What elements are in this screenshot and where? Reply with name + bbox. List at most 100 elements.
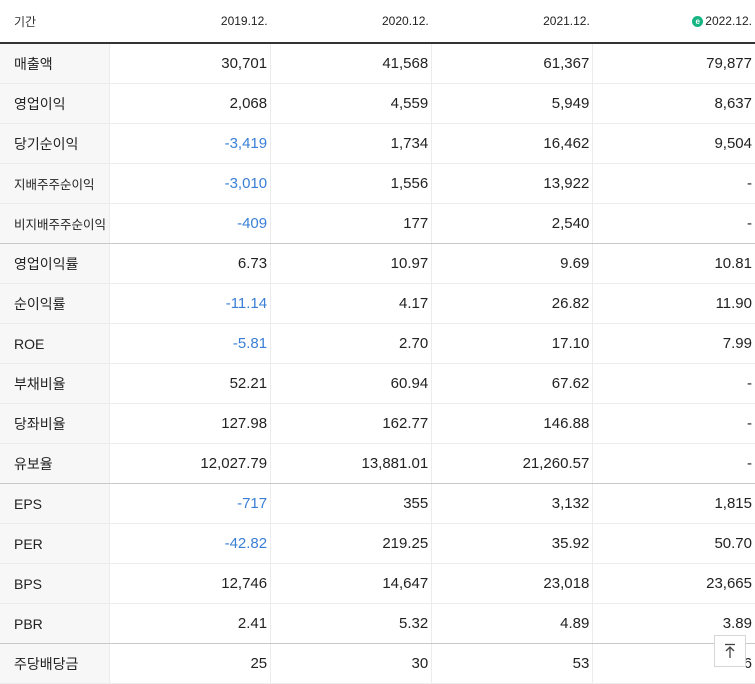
row-label: 당기순이익 [0, 123, 110, 164]
table-cell: -409 [109, 203, 271, 244]
table-cell: 60.94 [270, 363, 432, 404]
table-cell: 50.70 [592, 523, 755, 564]
table-cell: 13,922 [431, 163, 593, 204]
table-row: PER -42.82 219.25 35.92 50.70 [0, 523, 755, 564]
row-label: 영업이익 [0, 83, 110, 124]
table-cell: 26.82 [431, 283, 593, 324]
table-cell: 10.81 [592, 243, 755, 284]
table-cell: 4.17 [270, 283, 432, 324]
table-cell: 23,018 [431, 563, 593, 604]
table-cell: 2,540 [431, 203, 593, 244]
table-cell: 30 [270, 643, 432, 684]
table-cell: 61,367 [431, 43, 593, 84]
table-cell: 162.77 [270, 403, 432, 444]
table-cell: 127.98 [109, 403, 271, 444]
table-cell: 11.90 [592, 283, 755, 324]
table-cell: 1,734 [270, 123, 432, 164]
table-cell: -5.81 [109, 323, 271, 364]
table-cell: 219.25 [270, 523, 432, 564]
table-cell: 53 [431, 643, 593, 684]
table-cell: 14,647 [270, 563, 432, 604]
table-cell: - [592, 163, 755, 204]
table-row: 부채비율 52.21 60.94 67.62- [0, 363, 755, 404]
table-cell: -717 [109, 483, 271, 524]
table-cell: 1,815 [592, 483, 755, 524]
table-cell: 17.10 [431, 323, 593, 364]
table-cell: 9.69 [431, 243, 593, 284]
table-cell: 67.62 [431, 363, 593, 404]
row-label: 주당배당금 [0, 643, 110, 684]
row-label: 당좌비율 [0, 403, 110, 444]
table-cell: - [592, 203, 755, 244]
table-cell: 41,568 [270, 43, 432, 84]
table-cell: -42.82 [109, 523, 271, 564]
e-circle-icon: e [692, 16, 704, 27]
row-label: ROE [0, 323, 110, 364]
table-cell: 21,260.57 [431, 443, 593, 484]
table-cell: 16,462 [431, 123, 593, 164]
row-label: 지배주주순이익 [0, 163, 110, 204]
table-cell: 12,027.79 [109, 443, 271, 484]
period-2020: 2020.12. [270, 0, 432, 44]
row-label: BPS [0, 563, 110, 604]
row-label: 순이익률 [0, 283, 110, 324]
table-cell: 355 [270, 483, 432, 524]
table-cell: 6.73 [109, 243, 271, 284]
table-cell: - [592, 403, 755, 444]
row-label: 매출액 [0, 43, 110, 84]
table-row: 지배주주순이익 -3,010 1,556 13,922- [0, 163, 755, 204]
row-label: 유보율 [0, 443, 110, 484]
table-cell: 79,877 [592, 43, 755, 84]
table-cell: 23,665 [592, 563, 755, 604]
table-cell: 9,504 [592, 123, 755, 164]
table-row: EPS -717 355 3,132 1,815 [0, 483, 755, 524]
table-cell: - [592, 363, 755, 404]
scroll-to-top-button[interactable] [714, 635, 746, 667]
table-cell: 2.41 [109, 603, 271, 644]
header-row: 기간 2019.12. 2020.12. 2021.12. e 2022.12. [0, 0, 755, 44]
table-cell: 1,556 [270, 163, 432, 204]
table-row: 유보율 12,027.79 13,881.01 21,260.57- [0, 443, 755, 484]
row-label: PER [0, 523, 110, 564]
row-label: 비지배주주순이익 [0, 203, 110, 244]
table-row: PBR 2.41 5.32 4.89 3.89 [0, 603, 755, 644]
table-cell: 25 [109, 643, 271, 684]
table-cell: 5.32 [270, 603, 432, 644]
table-cell: 3,132 [431, 483, 593, 524]
row-label: PBR [0, 603, 110, 644]
period-2022: e 2022.12. [592, 0, 755, 44]
table-row: 영업이익률 6.73 10.97 9.69 10.81 [0, 243, 755, 284]
table-row: BPS 12,746 14,647 23,018 23,665 [0, 563, 755, 604]
table-cell: 10.97 [270, 243, 432, 284]
period-header-label: 기간 [0, 0, 110, 44]
row-label: 부채비율 [0, 363, 110, 404]
table-cell: -11.14 [109, 283, 271, 324]
table-row: ROE -5.81 2.70 17.10 7.99 [0, 323, 755, 364]
table-row: 당기순이익 -3,419 1,734 16,462 9,504 [0, 123, 755, 164]
table-row: 비지배주주순이익 -409 177 2,540- [0, 203, 755, 244]
period-2019: 2019.12. [109, 0, 271, 44]
table-row: 매출액 30,701 41,568 61,367 79,877 [0, 43, 755, 84]
table-cell: 35.92 [431, 523, 593, 564]
table-cell: 4,559 [270, 83, 432, 124]
row-label: EPS [0, 483, 110, 524]
row-label: 영업이익률 [0, 243, 110, 284]
table-row: 순이익률 -11.14 4.17 26.82 11.90 [0, 283, 755, 324]
table-cell: -3,419 [109, 123, 271, 164]
table-cell: - [592, 443, 755, 484]
table-cell: 5,949 [431, 83, 593, 124]
table-row: 영업이익 2,068 4,559 5,949 8,637 [0, 83, 755, 124]
table-cell: 12,746 [109, 563, 271, 604]
table-cell: 146.88 [431, 403, 593, 444]
table-row: 당좌비율 127.98 162.77 146.88- [0, 403, 755, 444]
table-cell: 7.99 [592, 323, 755, 364]
table-cell: 177 [270, 203, 432, 244]
table-row: 주당배당금 25 30 53 6 [0, 643, 755, 684]
table-cell: 2,068 [109, 83, 271, 124]
table-cell: 30,701 [109, 43, 271, 84]
table-cell: 13,881.01 [270, 443, 432, 484]
table-cell: 8,637 [592, 83, 755, 124]
table-cell: 52.21 [109, 363, 271, 404]
table-cell: 4.89 [431, 603, 593, 644]
